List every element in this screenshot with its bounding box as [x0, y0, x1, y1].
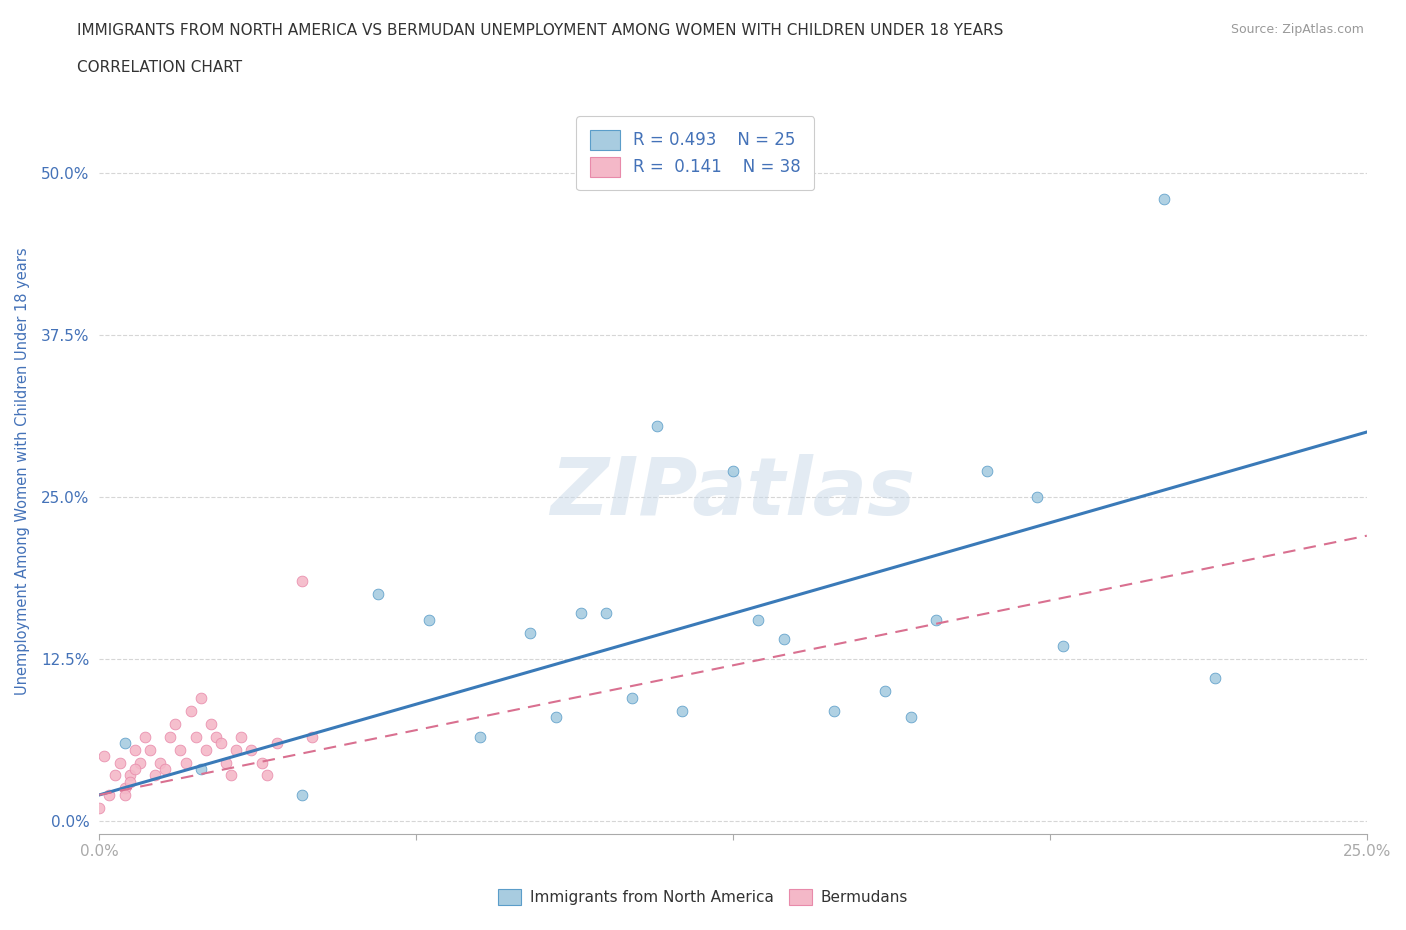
Point — [114, 788, 136, 803]
Point — [155, 762, 177, 777]
Point — [645, 418, 668, 433]
Point — [1052, 638, 1074, 653]
Point — [190, 762, 212, 777]
Point — [266, 736, 288, 751]
Point — [291, 788, 314, 803]
Point — [89, 801, 111, 816]
Point — [1204, 671, 1226, 685]
Point — [124, 762, 146, 777]
Point — [250, 755, 273, 770]
Point — [256, 768, 278, 783]
Point — [976, 463, 998, 478]
Point — [291, 574, 314, 589]
Point — [114, 781, 136, 796]
Point — [180, 703, 202, 718]
Point — [240, 742, 263, 757]
Point — [721, 463, 744, 478]
Point — [225, 742, 247, 757]
Point — [367, 587, 389, 602]
Point — [103, 768, 125, 783]
Point — [143, 768, 166, 783]
Point — [118, 775, 141, 790]
Point — [194, 742, 217, 757]
Point — [569, 606, 592, 621]
Point — [747, 613, 769, 628]
Point — [190, 690, 212, 705]
Point — [231, 729, 253, 744]
Text: Source: ZipAtlas.com: Source: ZipAtlas.com — [1230, 23, 1364, 36]
Point — [219, 768, 242, 783]
Point — [108, 755, 131, 770]
Point — [418, 613, 440, 628]
Point — [772, 632, 794, 647]
Text: IMMIGRANTS FROM NORTH AMERICA VS BERMUDAN UNEMPLOYMENT AMONG WOMEN WITH CHILDREN: IMMIGRANTS FROM NORTH AMERICA VS BERMUDA… — [77, 23, 1004, 38]
Text: ZIPatlas: ZIPatlas — [551, 454, 915, 532]
Point — [200, 716, 222, 731]
Point — [128, 755, 150, 770]
Point — [925, 613, 948, 628]
Point — [159, 729, 181, 744]
Point — [209, 736, 232, 751]
Point — [93, 749, 115, 764]
Point — [98, 788, 121, 803]
Point — [215, 755, 238, 770]
Point — [875, 684, 897, 698]
Point — [165, 716, 187, 731]
Point — [205, 729, 228, 744]
Legend: Immigrants from North America, Bermudans: Immigrants from North America, Bermudans — [492, 883, 914, 911]
Point — [184, 729, 207, 744]
Point — [620, 690, 643, 705]
Point — [544, 710, 567, 724]
Point — [149, 755, 172, 770]
Point — [1026, 489, 1049, 504]
Legend: R = 0.493    N = 25, R =  0.141    N = 38: R = 0.493 N = 25, R = 0.141 N = 38 — [576, 116, 814, 191]
Point — [124, 742, 146, 757]
Point — [671, 703, 693, 718]
Point — [1153, 192, 1175, 206]
Point — [900, 710, 922, 724]
Y-axis label: Unemployment Among Women with Children Under 18 years: Unemployment Among Women with Children U… — [15, 247, 30, 695]
Point — [169, 742, 191, 757]
Point — [824, 703, 846, 718]
Point — [301, 729, 323, 744]
Point — [134, 729, 156, 744]
Text: CORRELATION CHART: CORRELATION CHART — [77, 60, 242, 75]
Point — [595, 606, 617, 621]
Point — [139, 742, 162, 757]
Point — [114, 736, 136, 751]
Point — [118, 768, 141, 783]
Point — [468, 729, 491, 744]
Point — [519, 626, 541, 641]
Point — [174, 755, 197, 770]
